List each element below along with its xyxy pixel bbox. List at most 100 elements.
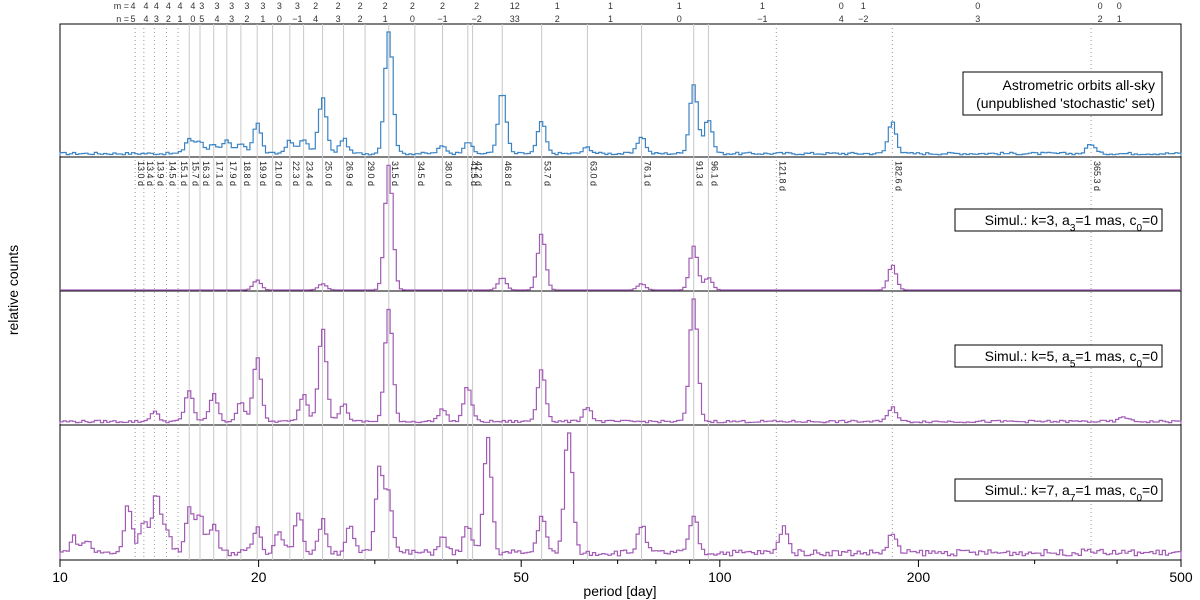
period-label: 96.1 d <box>709 161 719 186</box>
period-label: 121.8 d <box>777 161 787 191</box>
m-label: 3 <box>244 1 249 11</box>
n-label: 5 <box>199 14 204 24</box>
x-axis: 10 20 50 100 200 500 <box>52 560 1193 585</box>
legend-text-2: Simul.: k=3, a3=1 mas, c0=0 <box>985 212 1159 234</box>
n-label: 4 <box>215 14 220 24</box>
mn-labels: m = n = 4544434241403534333231303−124232… <box>114 1 1122 24</box>
n-label: −2 <box>472 14 482 24</box>
legend-box-1 <box>962 71 1163 116</box>
period-label: 17.1 d <box>215 161 225 186</box>
m-label: 4 <box>130 1 135 11</box>
reference-lines <box>134 24 1092 560</box>
period-label: 29.0 d <box>366 161 376 186</box>
m-label: 0 <box>1117 1 1122 11</box>
period-label: 13.9 d <box>155 161 165 186</box>
series-histogram-4 <box>59 432 1182 559</box>
m-label: 4 <box>143 1 148 11</box>
m-label: 12 <box>510 1 520 11</box>
m-label: 1 <box>861 1 866 11</box>
m-label: 0 <box>839 1 844 11</box>
n-label: 2 <box>1098 14 1103 24</box>
m-label: 3 <box>199 1 204 11</box>
n-label: 5 <box>130 14 135 24</box>
n-label: 4 <box>143 14 148 24</box>
period-label: 15.7 d <box>190 161 200 186</box>
period-label: 42.2 d <box>474 161 484 186</box>
period-label: 26.9 d <box>345 161 355 186</box>
legend-group: Astrometric orbits all-sky (unpublished '… <box>954 71 1163 504</box>
series-histogram-1 <box>59 31 1182 156</box>
legend-line-1: Astrometric orbits all-sky <box>1003 77 1155 93</box>
m-label: 3 <box>295 1 300 11</box>
m-label: 1 <box>677 1 682 11</box>
period-label: 23.4 d <box>305 161 315 186</box>
m-label: 2 <box>313 1 318 11</box>
n-label: 1 <box>177 14 182 24</box>
period-label: 13.4 d <box>145 161 155 186</box>
n-label: −1 <box>437 14 447 24</box>
period-label: 25.0 d <box>324 161 334 186</box>
period-label: 22.3 d <box>291 161 301 186</box>
n-label: 4 <box>313 14 318 24</box>
period-label: 365.3 d <box>1092 161 1102 191</box>
period-label: 17.9 d <box>228 161 238 186</box>
m-row-label: m = <box>114 1 129 11</box>
period-label: 38.0 d <box>444 161 454 186</box>
period-labels: 13.0 d13.4 d 13.9 d 14.5 d 15.1 d 15.7 d 16.3… <box>136 161 1102 191</box>
n-label: 0 <box>677 14 682 24</box>
n-label: 0 <box>190 14 195 24</box>
x-tick-label: 10 <box>52 569 68 585</box>
series-group <box>59 31 1182 559</box>
x-tick-label: 20 <box>251 569 267 585</box>
period-label: 34.5 d <box>416 161 426 186</box>
period-label: 91.3 d <box>695 161 705 186</box>
legend-text-4: Simul.: k=7, a7=1 mas, c0=0 <box>985 482 1159 504</box>
x-axis-label: period [day] <box>583 583 656 599</box>
n-label: −1 <box>292 14 302 24</box>
m-label: 1 <box>555 1 560 11</box>
m-label: 2 <box>440 1 445 11</box>
n-row-label: n = <box>116 14 129 24</box>
legend-box-3 <box>954 344 1163 368</box>
n-label: −1 <box>757 14 767 24</box>
n-label: 1 <box>1117 14 1122 24</box>
m-label: 3 <box>215 1 220 11</box>
legend-line-2: (unpublished 'stochastic' set) <box>976 95 1155 111</box>
y-axis-label: relative counts <box>5 245 21 335</box>
m-label: 1 <box>760 1 765 11</box>
period-label: 19.9 d <box>258 161 268 186</box>
period-label: 18.8 d <box>242 161 252 186</box>
period-label: 41.5 d <box>469 161 479 186</box>
period-label: 53.7 d <box>543 161 553 186</box>
n-label: −2 <box>858 14 868 24</box>
n-label: 2 <box>358 14 363 24</box>
panel-frame-4 <box>59 424 1182 561</box>
n-label: 1 <box>383 14 388 24</box>
m-label: 4 <box>190 1 195 11</box>
period-label: 21.0 d <box>274 161 284 186</box>
period-label: 14.5 d <box>167 161 177 186</box>
n-label: 1 <box>608 14 613 24</box>
m-label: 2 <box>383 1 388 11</box>
period-label: 76.1 d <box>643 161 653 186</box>
m-label: 4 <box>177 1 182 11</box>
m-label: 3 <box>260 1 265 11</box>
period-label: 46.8 d <box>503 161 513 186</box>
n-label: 3 <box>975 14 980 24</box>
period-label: 31.5 d <box>390 161 400 186</box>
n-label: 0 <box>410 14 415 24</box>
x-tick-label: 500 <box>1169 569 1193 585</box>
period-label: 63.0 d <box>588 161 598 186</box>
m-label: 4 <box>154 1 159 11</box>
x-tick-label: 200 <box>907 569 931 585</box>
n-label: 4 <box>839 14 844 24</box>
n-label: 2 <box>555 14 560 24</box>
m-label: 0 <box>1098 1 1103 11</box>
n-label: 33 <box>510 14 520 24</box>
series-histogram-2 <box>60 164 1181 291</box>
period-label: 13.0 d <box>136 161 146 186</box>
m-label: 2 <box>410 1 415 11</box>
n-label: 3 <box>154 14 159 24</box>
m-label: 4 <box>166 1 171 11</box>
